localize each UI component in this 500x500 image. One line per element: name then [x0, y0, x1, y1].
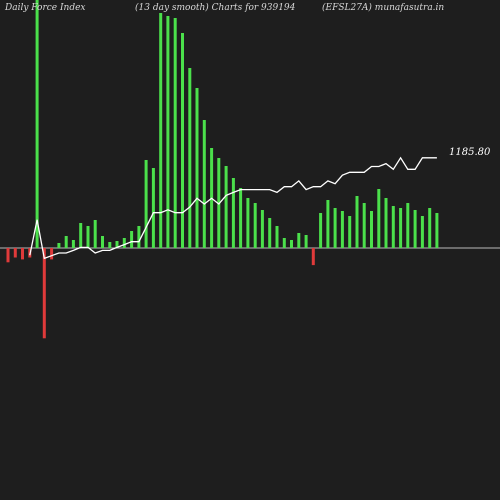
- force-bar-9: [71, 240, 75, 248]
- force-bar-46: [340, 211, 344, 248]
- force-bar-58: [428, 208, 432, 248]
- chart-title: Daily Force Index: [5, 3, 86, 13]
- force-bar-7: [57, 243, 61, 248]
- force-bar-45: [333, 208, 337, 248]
- force-bar-22: [166, 16, 170, 248]
- force-bar-21: [159, 13, 163, 248]
- force-bar-25: [188, 68, 192, 248]
- last-price-label: 1185.80: [449, 147, 491, 158]
- force-bar-23: [173, 18, 177, 248]
- force-bar-11: [86, 226, 90, 248]
- force-bar-38: [282, 238, 286, 248]
- force-bar-1: [13, 248, 17, 258]
- price-line: [29, 156, 437, 260]
- force-bar-48: [355, 196, 359, 248]
- force-bar-27: [202, 120, 206, 248]
- force-bar-10: [79, 223, 83, 248]
- force-bar-19: [144, 160, 148, 248]
- force-bar-18: [137, 226, 141, 248]
- force-bar-40: [297, 233, 301, 248]
- force-bar-44: [326, 200, 330, 248]
- force-bar-49: [362, 203, 366, 248]
- force-bar-47: [348, 216, 352, 248]
- force-bar-34: [253, 203, 257, 248]
- force-bar-56: [413, 210, 417, 248]
- force-bar-54: [399, 208, 403, 248]
- force-bar-26: [195, 88, 199, 248]
- force-bar-33: [246, 198, 250, 248]
- force-bar-12: [93, 220, 97, 248]
- force-bar-6: [50, 248, 54, 260]
- force-bar-4: [35, 0, 39, 248]
- force-bar-50: [370, 211, 373, 248]
- force-bar-31: [231, 178, 235, 248]
- force-bar-24: [181, 33, 184, 248]
- chart-source: (EFSL27A) munafasutra.in: [322, 3, 445, 13]
- force-bar-43: [319, 213, 323, 248]
- force-bar-20: [151, 168, 155, 248]
- force-bar-17: [130, 231, 134, 248]
- force-bar-39: [290, 240, 293, 248]
- force-bar-5: [42, 248, 46, 339]
- force-bar-35: [260, 210, 264, 248]
- force-bar-52: [384, 198, 388, 248]
- chart-subtitle: (13 day smooth) Charts for 939194: [135, 3, 296, 13]
- force-bar-55: [406, 203, 410, 248]
- force-bar-41: [304, 235, 308, 248]
- force-bar-14: [108, 242, 112, 248]
- force-bar-36: [268, 218, 272, 248]
- force-bar-16: [122, 238, 126, 248]
- force-bar-37: [275, 226, 279, 248]
- force-bar-42: [311, 248, 315, 266]
- force-bar-59: [435, 213, 439, 248]
- force-bar-57: [420, 216, 424, 248]
- force-bar-2: [21, 248, 24, 260]
- force-bar-8: [64, 236, 68, 248]
- force-bar-13: [101, 236, 104, 248]
- force-bar-51: [377, 189, 381, 248]
- force-bar-30: [224, 166, 228, 248]
- force-bar-53: [391, 206, 395, 248]
- force-bar-0: [6, 248, 10, 263]
- force-bar-15: [115, 241, 119, 248]
- force-bar-32: [239, 188, 243, 248]
